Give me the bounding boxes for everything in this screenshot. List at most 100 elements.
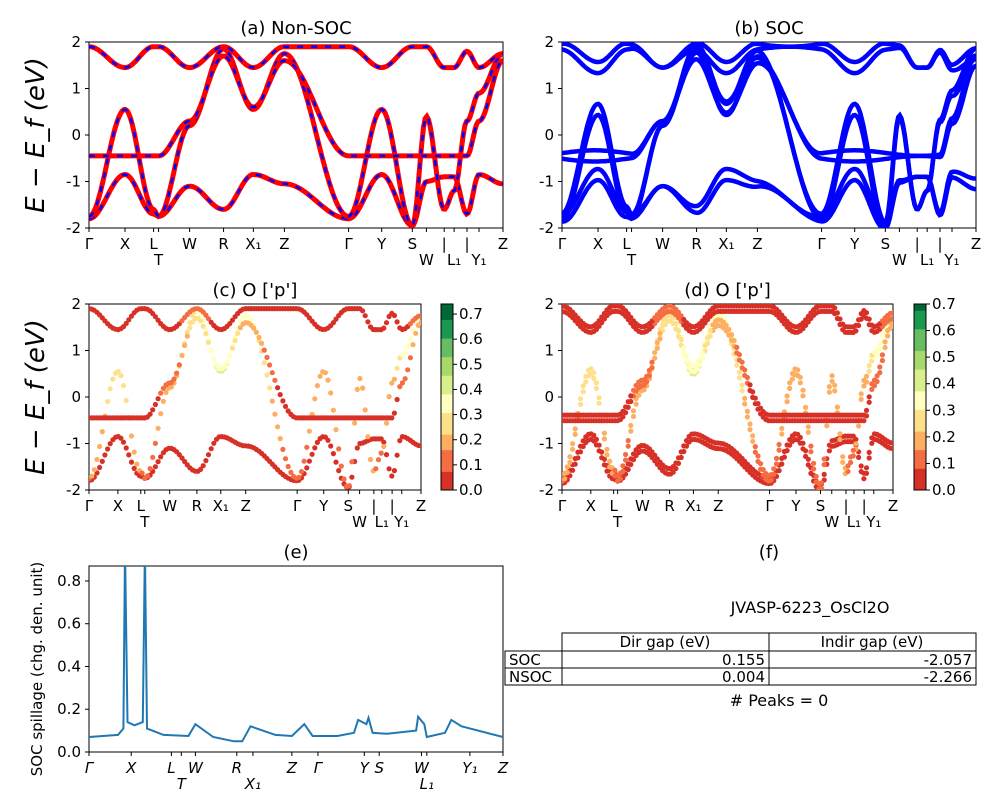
- projection-point: [742, 401, 748, 407]
- x-tick-label: S: [881, 235, 891, 253]
- projection-point: [760, 467, 766, 473]
- material-label: JVASP-6223_OsCl2O: [730, 598, 890, 618]
- y-tick-label: 0.6: [57, 615, 81, 633]
- projection-point: [237, 325, 243, 331]
- projection-point: [131, 449, 137, 455]
- projection-point: [832, 382, 838, 388]
- projection-point: [779, 425, 785, 431]
- projection-point: [126, 317, 132, 323]
- projection-point: [599, 449, 605, 455]
- projection-point: [755, 453, 761, 459]
- projection-point: [877, 341, 883, 347]
- projection-point: [607, 458, 613, 464]
- projection-point: [227, 353, 233, 359]
- projection-point: [630, 387, 637, 393]
- projection-point: [336, 446, 342, 452]
- colorbar-segment: [441, 384, 453, 389]
- x-tick-label: W: [892, 251, 907, 269]
- projection-point: [383, 420, 390, 426]
- projection-point: [871, 377, 878, 383]
- projection-point: [562, 470, 568, 476]
- projection-point: [591, 432, 597, 438]
- colorbar-tick-label: 0.0: [932, 481, 956, 499]
- projection-point: [232, 337, 238, 344]
- colorbar-segment: [914, 390, 926, 395]
- colorbar-segment: [441, 418, 453, 423]
- projection-point: [134, 461, 140, 467]
- projection-point: [150, 407, 156, 413]
- projection-point: [678, 449, 684, 455]
- colorbar-segment: [914, 344, 926, 348]
- x-tick-label: R: [664, 497, 674, 515]
- colorbar-segment: [441, 459, 453, 463]
- x-tick-label: X: [586, 497, 596, 515]
- projection-point: [269, 398, 275, 404]
- projection-point: [805, 429, 811, 435]
- projection-point: [105, 446, 111, 452]
- projection-point: [123, 397, 129, 404]
- colorbar-segment: [441, 338, 453, 342]
- colorbar-tick-label: 0.2: [932, 428, 956, 446]
- colorbar-segment: [441, 350, 453, 355]
- projection-point: [391, 312, 397, 319]
- projection-point: [630, 451, 637, 457]
- projection-point: [285, 463, 291, 470]
- projection-point: [593, 436, 600, 442]
- x-tick-label: T: [612, 513, 623, 531]
- projection-point: [591, 375, 597, 381]
- projection-point: [866, 363, 872, 369]
- projection-point: [386, 466, 392, 472]
- panel-e-title: (e): [283, 542, 308, 563]
- projection-point: [269, 370, 275, 376]
- x-tick-labels: Γ X LTW R X₁ Z Γ Y SW|L₁|Y₁Z: [558, 497, 898, 531]
- projection-point: [580, 383, 586, 389]
- colorbar-segment: [441, 325, 453, 330]
- projection-point: [874, 373, 880, 379]
- projection-point: [781, 448, 788, 455]
- y-tick-label: 0.0: [57, 743, 81, 761]
- projection-point: [208, 446, 214, 452]
- projection-point: [354, 386, 360, 392]
- x-tick-label: S: [408, 235, 418, 253]
- colorbar-segment: [914, 356, 926, 361]
- projection-point: [826, 442, 833, 448]
- projection-point: [118, 373, 124, 379]
- y-tick-label: 0.2: [57, 700, 81, 718]
- projection-point: [834, 404, 841, 410]
- projection-point: [275, 385, 281, 391]
- projection-point: [338, 463, 344, 469]
- projection-point: [357, 375, 363, 382]
- projection-point: [306, 428, 312, 434]
- projection-point: [861, 470, 867, 476]
- bands: [562, 42, 976, 228]
- projection-point: [381, 439, 387, 445]
- colorbar-segment: [441, 381, 453, 386]
- projection-point: [633, 401, 639, 407]
- projection-point: [758, 461, 764, 467]
- projection-point: [861, 377, 867, 383]
- projection-point: [866, 449, 872, 455]
- projection-point: [885, 333, 891, 339]
- projection-point: [702, 342, 708, 349]
- x-tick-label: Y: [318, 497, 329, 515]
- projection-point: [879, 333, 886, 339]
- projection-point: [198, 318, 204, 324]
- projection-point: [803, 317, 809, 323]
- projection-point: [564, 464, 570, 470]
- projection-point: [386, 394, 392, 400]
- projection-point: [628, 428, 634, 434]
- projection-point: [612, 467, 618, 473]
- projection-point: [158, 390, 164, 396]
- colorbar-segment: [914, 341, 926, 345]
- projection-point: [580, 438, 586, 444]
- colorbar-segment: [441, 415, 453, 420]
- projection-point: [863, 407, 870, 413]
- projection-point: [139, 470, 145, 476]
- colorbar-segment: [914, 403, 926, 407]
- colorbar-segment: [441, 353, 453, 358]
- x-tick-label: Z: [498, 235, 508, 253]
- projection-point: [784, 442, 790, 448]
- projection-point: [641, 387, 647, 393]
- x-tick-label: W: [419, 251, 434, 269]
- colorbar-segment: [914, 443, 926, 448]
